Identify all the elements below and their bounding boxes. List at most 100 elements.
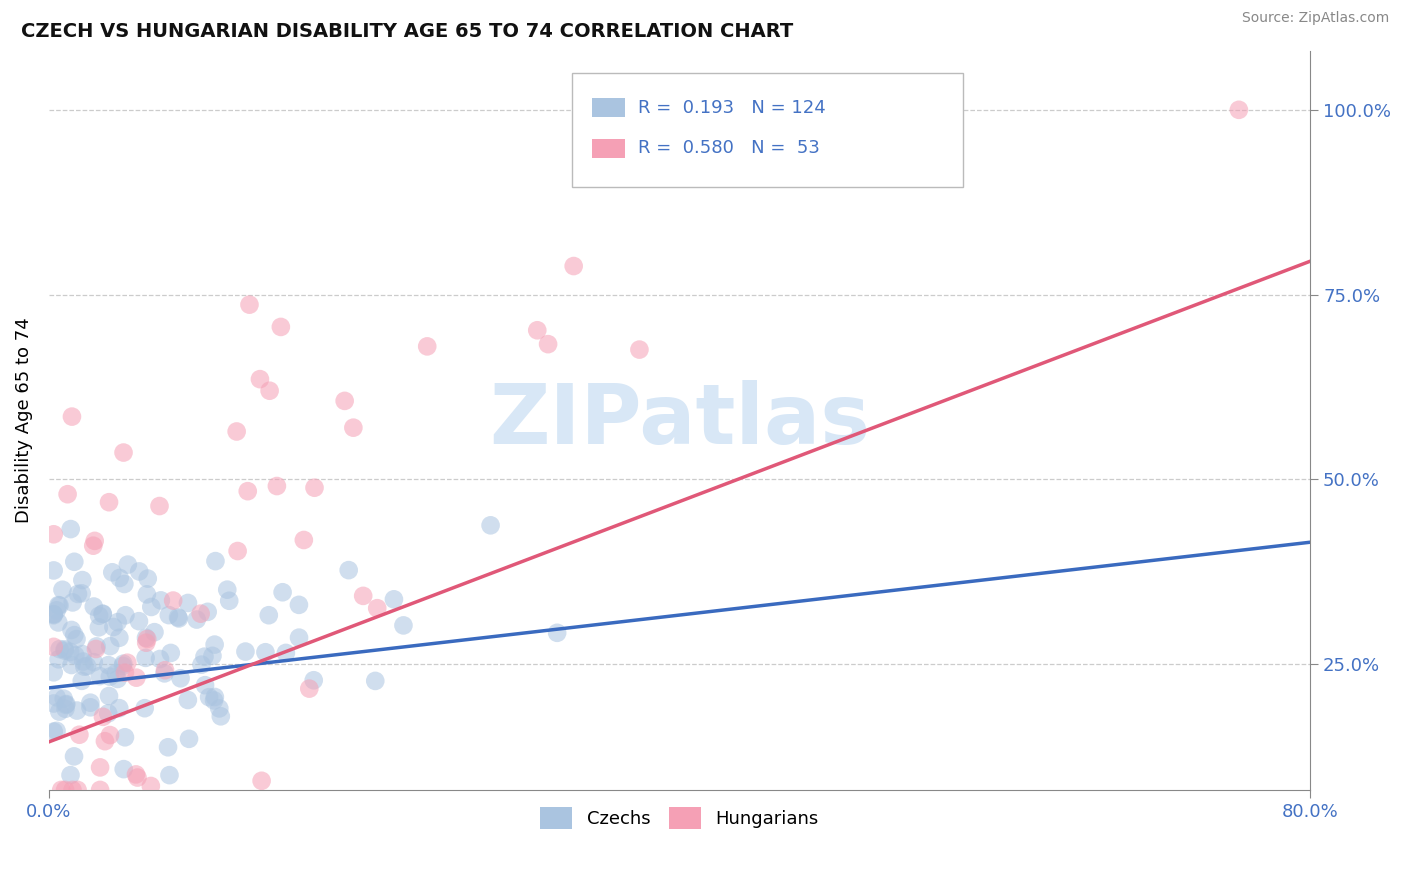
Point <box>79 700 101 714</box>
Point <box>177 596 200 610</box>
Point <box>333 393 356 408</box>
Point <box>416 339 439 353</box>
Point <box>86 640 108 654</box>
Point <box>70 586 93 600</box>
Point <box>139 779 162 793</box>
FancyBboxPatch shape <box>592 98 626 117</box>
Point <box>107 672 129 686</box>
Point <box>218 594 240 608</box>
Point <box>352 589 374 603</box>
Point <box>157 608 180 623</box>
Point <box>53 642 76 657</box>
Point <box>249 372 271 386</box>
Point <box>111 659 134 673</box>
Point <box>91 607 114 621</box>
Point <box>128 614 150 628</box>
Point <box>204 690 226 704</box>
Point <box>42 665 65 680</box>
Point <box>382 592 405 607</box>
Point <box>42 608 65 623</box>
Point <box>42 607 65 622</box>
Point <box>42 563 65 577</box>
Point <box>104 666 127 681</box>
FancyBboxPatch shape <box>572 73 963 187</box>
Point <box>392 618 415 632</box>
Point <box>204 638 226 652</box>
Point <box>628 343 651 357</box>
Point <box>83 655 105 669</box>
Point <box>148 499 170 513</box>
Point <box>159 646 181 660</box>
Point <box>60 409 83 424</box>
Point <box>266 479 288 493</box>
Point <box>42 607 65 622</box>
Point <box>136 572 159 586</box>
Point <box>70 673 93 688</box>
Point <box>51 582 73 597</box>
Point <box>53 643 76 657</box>
Point <box>59 645 82 659</box>
Point <box>1227 103 1250 117</box>
Text: Source: ZipAtlas.com: Source: ZipAtlas.com <box>1241 11 1389 25</box>
Point <box>190 607 212 621</box>
Point <box>226 544 249 558</box>
Point <box>159 768 181 782</box>
Point <box>65 648 87 663</box>
Point <box>177 693 200 707</box>
Point <box>134 701 156 715</box>
Point <box>197 605 219 619</box>
Point <box>194 678 217 692</box>
Point <box>89 669 111 683</box>
Point <box>72 647 94 661</box>
Point <box>97 706 120 721</box>
Point <box>235 644 257 658</box>
Point <box>42 724 65 739</box>
Point <box>60 658 83 673</box>
Point <box>91 607 114 621</box>
Point <box>342 420 364 434</box>
Point <box>42 640 65 654</box>
Point <box>112 762 135 776</box>
Point <box>51 783 73 797</box>
Point <box>135 631 157 645</box>
Point <box>259 384 281 398</box>
Point <box>91 710 114 724</box>
Point <box>87 620 110 634</box>
Point <box>63 749 86 764</box>
Point <box>153 663 176 677</box>
Point <box>108 701 131 715</box>
Point <box>84 642 107 657</box>
Point <box>201 648 224 663</box>
Point <box>52 691 75 706</box>
Point <box>83 533 105 548</box>
Point <box>107 615 129 629</box>
FancyBboxPatch shape <box>592 138 626 158</box>
Point <box>366 601 388 615</box>
Point <box>364 673 387 688</box>
Point <box>114 665 136 680</box>
Point <box>82 539 104 553</box>
Point <box>270 320 292 334</box>
Point <box>169 671 191 685</box>
Point <box>127 771 149 785</box>
Point <box>298 681 321 696</box>
Point <box>193 649 215 664</box>
Point <box>101 566 124 580</box>
Point <box>48 599 70 613</box>
Point <box>89 608 111 623</box>
Point <box>209 709 232 723</box>
Y-axis label: Disability Age 65 to 74: Disability Age 65 to 74 <box>15 318 32 524</box>
Point <box>136 632 159 646</box>
Point <box>45 603 67 617</box>
Point <box>66 783 89 797</box>
Point <box>94 734 117 748</box>
Point <box>76 659 98 673</box>
Point <box>149 652 172 666</box>
Point <box>254 645 277 659</box>
Point <box>63 555 86 569</box>
Point <box>292 533 315 547</box>
Point <box>271 585 294 599</box>
Point <box>208 701 231 715</box>
Point <box>117 656 139 670</box>
Point <box>162 593 184 607</box>
